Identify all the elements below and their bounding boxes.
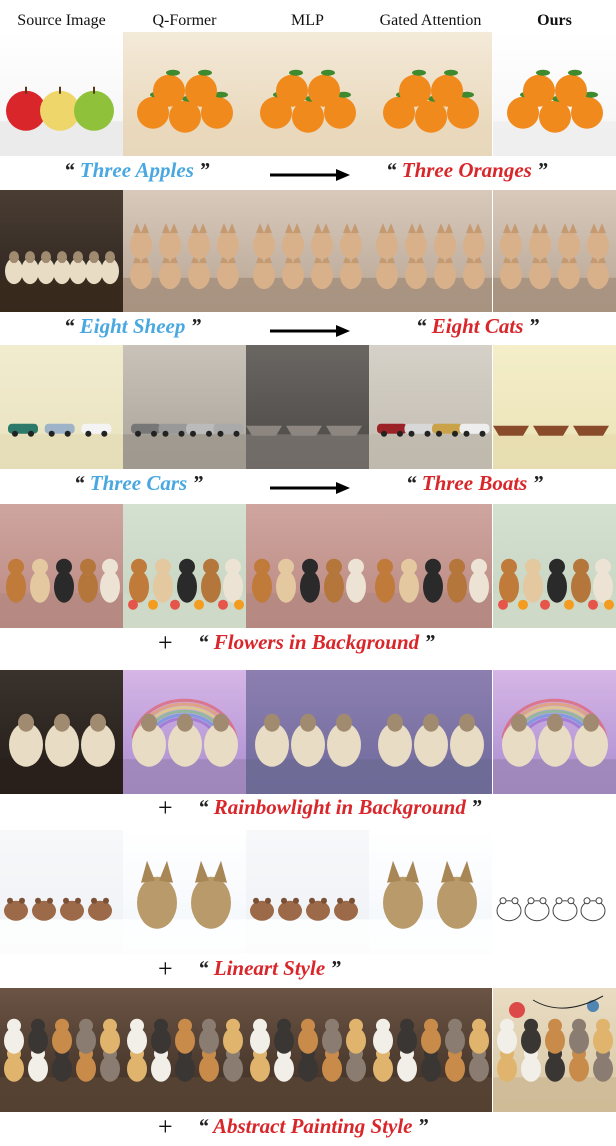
caption-row-2: “ Three Cars ” “ Three Boats ”: [0, 469, 616, 503]
panel-ours: [493, 504, 616, 628]
target-prompt: “ Eight Cats ”: [416, 314, 540, 338]
result-row-6: [0, 988, 616, 1112]
panel-qformer: [123, 32, 246, 156]
panel-gated-attention: [369, 988, 492, 1112]
panel-source: [0, 830, 123, 954]
panel-gated-attention: [369, 345, 492, 469]
panel-source: [0, 988, 123, 1112]
added-prompt-text: Abstract Painting Style: [212, 1114, 413, 1138]
plus-icon: +: [158, 1112, 173, 1141]
panel-gated-attention: [369, 504, 492, 628]
source-prompt-text: Three Cars: [89, 471, 188, 495]
column-header-2: MLP: [291, 12, 324, 29]
panel-qformer: [123, 988, 246, 1112]
panel-mlp: [246, 190, 369, 312]
target-prompt-text: Three Boats: [421, 471, 528, 495]
plus-icon: +: [158, 628, 173, 657]
panel-mlp: [246, 345, 369, 469]
target-prompt: “ Three Oranges ”: [386, 158, 548, 182]
result-row-5: [0, 830, 616, 954]
panel-source: [0, 345, 123, 469]
caption-row-3: + “ Flowers in Background ”: [0, 628, 616, 662]
target-prompt-text: Three Oranges: [401, 158, 532, 182]
panel-source: [0, 670, 123, 794]
transform-arrow: [270, 325, 350, 337]
panel-gated-attention: [369, 830, 492, 954]
added-prompt: “ Flowers in Background ”: [198, 630, 435, 654]
result-row-3: [0, 504, 616, 628]
panel-gated-attention: [369, 32, 492, 156]
panel-ours: [493, 32, 616, 156]
panel-mlp: [246, 988, 369, 1112]
transform-arrow: [270, 169, 350, 181]
panel-qformer: [123, 190, 246, 312]
panel-gated-attention: [369, 190, 492, 312]
caption-row-5: + “ Lineart Style ”: [0, 954, 616, 988]
target-prompt: “ Three Boats ”: [406, 471, 544, 495]
caption-row-4: + “ Rainbowlight in Background ”: [0, 793, 616, 827]
added-prompt-text: Lineart Style: [213, 956, 326, 980]
source-prompt: “ Three Apples ”: [64, 158, 210, 182]
result-row-2: [0, 345, 616, 469]
panel-ours: [493, 830, 616, 954]
panel-source: [0, 32, 123, 156]
caption-row-6: + “ Abstract Painting Style ”: [0, 1112, 616, 1146]
caption-row-1: “ Eight Sheep ” “ Eight Cats ”: [0, 312, 616, 346]
panel-mlp: [246, 670, 369, 794]
plus-icon: +: [158, 954, 173, 983]
panel-ours: [493, 988, 616, 1112]
column-header-1: Q-Former: [152, 12, 217, 29]
transform-arrow: [270, 482, 350, 494]
panel-qformer: [123, 670, 246, 794]
panel-source: [0, 504, 123, 628]
panel-mlp: [246, 32, 369, 156]
panel-ours: [493, 670, 616, 794]
source-prompt-text: Eight Sheep: [79, 314, 186, 338]
added-prompt-text: Rainbowlight in Background: [213, 795, 466, 819]
panel-gated-attention: [369, 670, 492, 794]
panel-qformer: [123, 504, 246, 628]
source-prompt: “ Eight Sheep ”: [64, 314, 202, 338]
source-prompt-text: Three Apples: [79, 158, 194, 182]
panel-qformer: [123, 830, 246, 954]
target-prompt-text: Eight Cats: [431, 314, 524, 338]
added-prompt: “ Abstract Painting Style ”: [198, 1114, 429, 1138]
caption-row-0: “ Three Apples ” “ Three Oranges ”: [0, 156, 616, 190]
added-prompt-text: Flowers in Background: [213, 630, 420, 654]
result-row-0: [0, 32, 616, 156]
added-prompt: “ Lineart Style ”: [198, 956, 341, 980]
panel-mlp: [246, 830, 369, 954]
column-header-0: Source Image: [17, 12, 106, 29]
panel-qformer: [123, 345, 246, 469]
result-row-4: [0, 670, 616, 794]
column-header-3: Gated Attention: [379, 12, 482, 29]
column-header-4: Ours: [537, 12, 572, 29]
result-row-1: [0, 190, 616, 312]
panel-source: [0, 190, 123, 312]
panel-mlp: [246, 504, 369, 628]
panel-ours: [493, 190, 616, 312]
source-prompt: “ Three Cars ”: [74, 471, 203, 495]
added-prompt: “ Rainbowlight in Background ”: [198, 795, 482, 819]
plus-icon: +: [158, 793, 173, 822]
panel-ours: [493, 345, 616, 469]
